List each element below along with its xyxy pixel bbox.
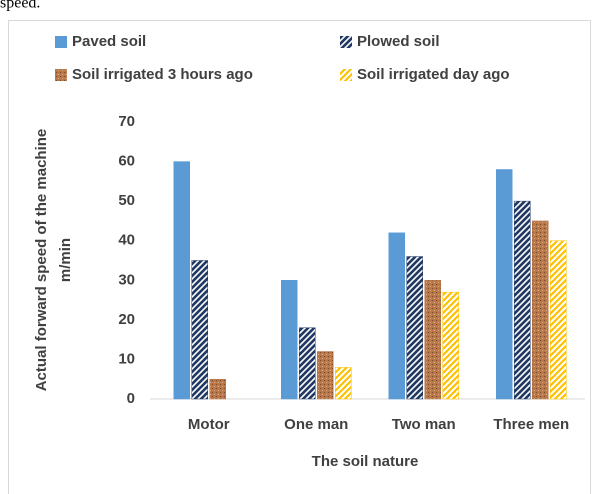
- bar: [191, 260, 208, 400]
- bar: [281, 280, 298, 400]
- bar: [406, 256, 423, 400]
- x-tick-label: Motor: [188, 416, 230, 433]
- y-axis-label: m/min: [57, 238, 74, 282]
- x-tick-label: Two man: [392, 416, 456, 433]
- y-tick-label: 10: [118, 350, 135, 367]
- legend-swatch: [340, 36, 352, 48]
- chart-border: [8, 20, 591, 494]
- bar: [209, 378, 226, 400]
- x-tick-label: One man: [284, 416, 348, 433]
- bar: [532, 220, 549, 400]
- bar: [299, 327, 316, 400]
- y-tick-label: 60: [118, 153, 135, 170]
- x-tick-label: Three men: [493, 416, 569, 433]
- bar: [442, 291, 459, 400]
- legend-swatch: [340, 69, 352, 81]
- bar: [173, 161, 190, 400]
- x-axis-label: The soil nature: [312, 453, 419, 470]
- bar: [550, 240, 567, 400]
- y-tick-label: 30: [118, 271, 135, 288]
- legend-swatch: [55, 36, 67, 48]
- y-tick-label: 70: [118, 113, 135, 130]
- y-tick-label: 40: [118, 232, 135, 249]
- y-tick-label: 20: [118, 311, 135, 328]
- bar: [335, 367, 352, 400]
- legend-swatch: [55, 69, 67, 81]
- legend-label: Paved soil: [72, 33, 146, 50]
- bar: [496, 169, 513, 400]
- bar: [514, 200, 531, 400]
- legend-label: Soil irrigated 3 hours ago: [72, 66, 253, 83]
- legend-label: Soil irrigated day ago: [357, 66, 510, 83]
- y-tick-label: 0: [127, 390, 135, 407]
- legend-label: Plowed soil: [357, 33, 440, 50]
- y-axis-label: Actual forward speed of the machine: [33, 129, 50, 392]
- bar: [317, 351, 334, 400]
- caption: speed.: [0, 0, 40, 12]
- bar: [424, 280, 441, 400]
- y-tick-label: 50: [118, 192, 135, 209]
- bar: [388, 232, 405, 400]
